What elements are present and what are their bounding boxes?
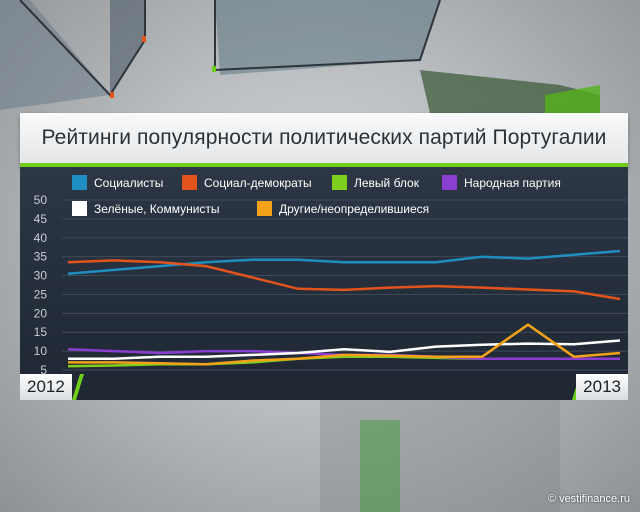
y-tick-label: 45 [34,212,48,226]
legend-item: Социалисты [72,175,163,190]
series-line [68,339,621,360]
series-line [68,323,621,366]
legend-swatch [332,175,347,190]
line-chart: 5 10 15 20 25 30 35 40 45 50 Социалисты Социал-дем… [20,167,628,400]
legend-label: Зелёные, Коммунисты [94,201,220,216]
legend-item: Народная партия [442,175,561,190]
y-tick-label: 30 [34,269,48,283]
legend-label: Социалисты [94,175,164,190]
legend-swatch [442,175,457,190]
y-tick-label: 10 [34,344,48,358]
title-bar: Рейтинги популярности политических парти… [20,113,628,167]
legend-swatch [72,201,87,216]
y-tick-label: 5 [40,363,47,377]
series-line [67,249,621,275]
legend-label: Левый блок [354,175,419,190]
legend-swatch [257,201,272,216]
page-title: Рейтинги популярности политических парти… [41,126,607,149]
legend-label: Другие/неопределившиеся [279,201,430,216]
legend-item: Зелёные, Коммунисты [72,201,220,216]
watermark: © vestifinance.ru [547,493,630,505]
chart-plot: 5 10 15 20 25 30 35 40 45 50 [34,193,628,400]
legend-swatch [182,175,197,190]
legend-label: Социал-демократы [204,175,312,190]
year-end-label: 2013 [576,374,628,400]
legend-item: Социал-демократы [182,175,312,190]
legend-item: Левый блок [332,175,419,190]
legend-item: Другие/неопределившиеся [257,201,429,216]
legend-label: Народная партия [464,175,561,190]
y-tick-label: 25 [34,287,48,301]
y-tick-label: 35 [34,250,48,264]
legend-swatch [72,175,87,190]
y-tick-label: 40 [34,231,48,245]
series-line [67,259,621,301]
y-tick-label: 50 [34,193,48,207]
y-tick-label: 20 [34,306,48,320]
y-tick-label: 15 [34,325,48,339]
year-start-label: 2012 [20,374,72,400]
accent-stripe [72,374,84,400]
